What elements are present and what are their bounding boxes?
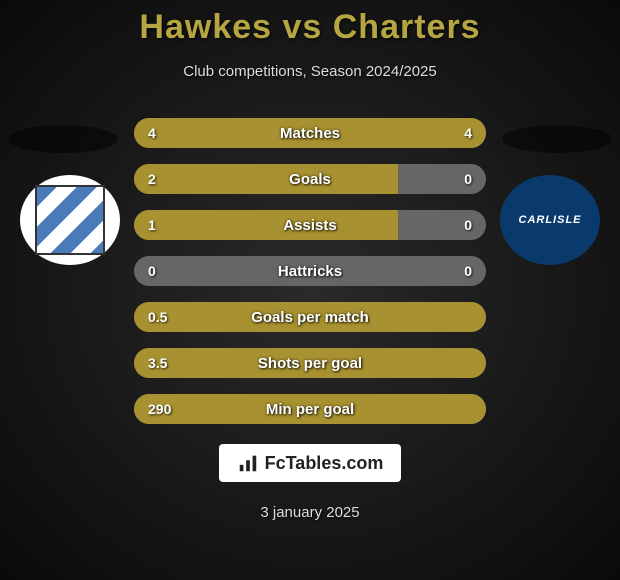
team-logo-left: [20, 175, 120, 265]
stat-row: 0 Hattricks 0: [134, 256, 486, 286]
logo-shadow-left: [8, 125, 118, 153]
stat-fill-left: [134, 164, 398, 194]
stat-value-left: 290: [148, 401, 171, 417]
stat-row: 3.5 Shots per goal: [134, 348, 486, 378]
stat-label: Shots per goal: [258, 355, 362, 372]
stat-row: 1 Assists 0: [134, 210, 486, 240]
stat-value-left: 0: [148, 263, 156, 279]
stat-label: Assists: [283, 217, 336, 234]
stat-value-left: 0.5: [148, 309, 167, 325]
logo-right-text: CARLISLE: [519, 214, 582, 226]
crest-icon: [35, 185, 105, 255]
date-text: 3 january 2025: [0, 504, 620, 521]
stat-row: 290 Min per goal: [134, 394, 486, 424]
footer: FcTables.com 3 january 2025: [0, 444, 620, 521]
stat-value-left: 4: [148, 125, 156, 141]
stat-label: Hattricks: [278, 263, 342, 280]
stat-row: 4 Matches 4: [134, 118, 486, 148]
stat-label: Min per goal: [266, 401, 354, 418]
stat-label: Matches: [280, 125, 340, 142]
stat-fill-left: [134, 210, 398, 240]
stat-value-right: 0: [464, 217, 472, 233]
stat-value-right: 0: [464, 171, 472, 187]
brand-text: FcTables.com: [265, 453, 384, 474]
header: Hawkes vs Charters Club competitions, Se…: [0, 0, 620, 80]
brand-badge: FcTables.com: [219, 444, 402, 482]
team-logo-right: CARLISLE: [500, 175, 600, 265]
stat-value-left: 3.5: [148, 355, 167, 371]
subtitle: Club competitions, Season 2024/2025: [0, 63, 620, 80]
stat-label: Goals: [289, 171, 331, 188]
stat-label: Goals per match: [251, 309, 369, 326]
stat-row: 2 Goals 0: [134, 164, 486, 194]
stat-row: 0.5 Goals per match: [134, 302, 486, 332]
stat-value-left: 2: [148, 171, 156, 187]
stat-value-right: 0: [464, 263, 472, 279]
chart-icon: [237, 452, 259, 474]
logo-shadow-right: [502, 125, 612, 153]
page-title: Hawkes vs Charters: [0, 8, 620, 47]
stat-value-right: 4: [464, 125, 472, 141]
stat-value-left: 1: [148, 217, 156, 233]
stats-container: 4 Matches 4 2 Goals 0 1 Assists 0 0 Hattricks 0 0.5 G…: [0, 118, 620, 424]
